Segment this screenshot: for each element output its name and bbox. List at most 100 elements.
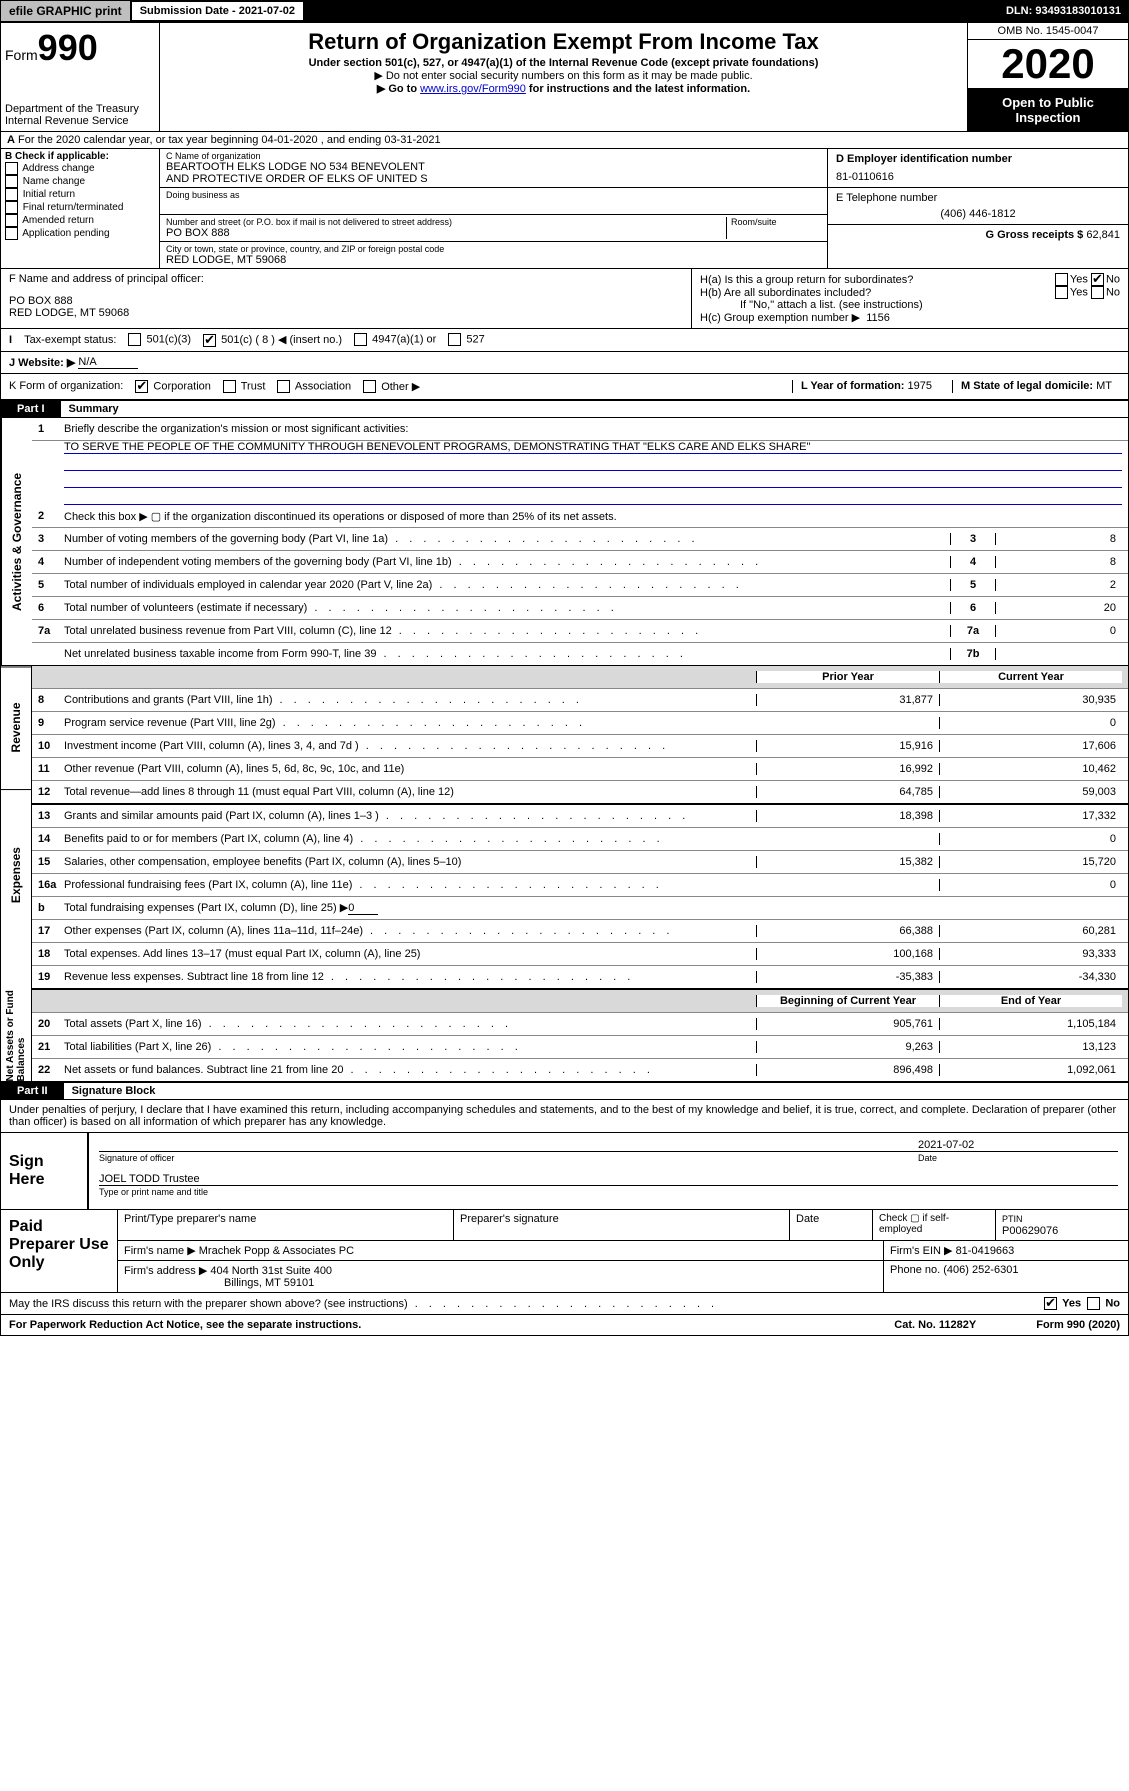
mission-text: TO SERVE THE PEOPLE OF THE COMMUNITY THR…	[64, 441, 1122, 454]
street-address: PO BOX 888	[166, 227, 726, 239]
c13: 17,332	[939, 810, 1122, 822]
p8: 31,877	[756, 694, 939, 706]
line-16a: Professional fundraising fees (Part IX, …	[64, 879, 756, 891]
chk-application-pending[interactable]: Application pending	[5, 227, 155, 240]
chk-address-change[interactable]: Address change	[5, 162, 155, 175]
dln-label: DLN: 93493183010131	[998, 2, 1129, 20]
line-18: Total expenses. Add lines 13–17 (must eq…	[64, 948, 756, 960]
p11: 16,992	[756, 763, 939, 775]
discuss-no[interactable]: No	[1087, 1297, 1120, 1310]
line-8: Contributions and grants (Part VIII, lin…	[64, 694, 756, 706]
phone-value: (406) 446-1812	[836, 208, 1120, 220]
officer-group-block: F Name and address of principal officer:…	[0, 269, 1129, 329]
line-2: Check this box ▶ ▢ if the organization d…	[64, 510, 1122, 523]
line-10: Investment income (Part VIII, column (A)…	[64, 740, 756, 752]
firm-ein-label: Firm's EIN ▶	[890, 1245, 953, 1257]
chk-other[interactable]: Other ▶	[363, 380, 420, 394]
officer-addr-2: RED LODGE, MT 59068	[9, 307, 683, 319]
h-b-note: If "No," attach a list. (see instruction…	[700, 299, 1120, 311]
line-16b: Total fundraising expenses (Part IX, col…	[64, 901, 756, 915]
org-name-1: BEARTOOTH ELKS LODGE NO 534 BENEVOLENT	[166, 161, 821, 173]
chk-trust[interactable]: Trust	[223, 380, 266, 394]
box-k-label: K Form of organization:	[9, 380, 123, 394]
gross-receipts-label: G Gross receipts $	[985, 229, 1083, 241]
chk-4947a1[interactable]: 4947(a)(1) or	[354, 333, 436, 346]
p15: 15,382	[756, 856, 939, 868]
prep-date-hdr: Date	[790, 1210, 873, 1240]
ein-value: 81-0110616	[836, 171, 1120, 183]
prep-name-hdr: Print/Type preparer's name	[118, 1210, 454, 1240]
org-name-label: C Name of organization	[166, 151, 821, 161]
efile-print-button[interactable]: efile GRAPHIC print	[0, 0, 131, 22]
pra-notice: For Paperwork Reduction Act Notice, see …	[9, 1319, 361, 1331]
line-15: Salaries, other compensation, employee b…	[64, 856, 756, 868]
sig-date-label: Date	[918, 1151, 1118, 1163]
p17: 66,388	[756, 925, 939, 937]
firm-addr-label: Firm's address ▶	[124, 1265, 207, 1277]
paid-preparer-section: Paid Preparer Use Only Print/Type prepar…	[0, 1210, 1129, 1293]
h-c-label: H(c) Group exemption number ▶	[700, 312, 860, 324]
c22: 1,092,061	[939, 1064, 1122, 1076]
org-info-block: B Check if applicable: Address change Na…	[0, 149, 1129, 269]
chk-527[interactable]: 527	[448, 333, 484, 346]
state-domicile: M State of legal domicile: MT	[952, 380, 1120, 394]
c16a: 0	[939, 879, 1122, 891]
chk-final-return[interactable]: Final return/terminated	[5, 201, 155, 214]
h-a-no[interactable]: No	[1091, 273, 1120, 286]
firm-addr-2: Billings, MT 59101	[124, 1277, 314, 1289]
p12: 64,785	[756, 786, 939, 798]
c17: 60,281	[939, 925, 1122, 937]
ptin-value: P00629076	[1002, 1225, 1058, 1237]
h-b-yes[interactable]: Yes	[1055, 286, 1088, 299]
firm-phone: (406) 252-6301	[943, 1264, 1018, 1276]
website-row: J Website: ▶ N/A	[0, 352, 1129, 374]
h-a-yes[interactable]: Yes	[1055, 273, 1088, 286]
line-4: Number of independent voting members of …	[64, 556, 950, 568]
part-i-header: Part I Summary	[0, 400, 1129, 418]
chk-corporation[interactable]: Corporation	[135, 380, 211, 394]
line-12: Total revenue—add lines 8 through 11 (mu…	[64, 786, 756, 798]
h-a-label: H(a) Is this a group return for subordin…	[700, 274, 1055, 286]
hdr-eoy: End of Year	[939, 995, 1122, 1007]
discuss-yes[interactable]: Yes	[1044, 1297, 1081, 1310]
chk-initial-return[interactable]: Initial return	[5, 188, 155, 201]
p21: 9,263	[756, 1041, 939, 1053]
prep-selfemp[interactable]: Check ▢ if self-employed	[873, 1210, 996, 1240]
form-ref: Form 990 (2020)	[1036, 1319, 1120, 1331]
line-5: Total number of individuals employed in …	[64, 579, 950, 591]
org-name-2: AND PROTECTIVE ORDER OF ELKS OF UNITED S	[166, 173, 821, 185]
dept-treasury: Department of the Treasury	[5, 103, 155, 115]
line-3: Number of voting members of the governin…	[64, 533, 950, 545]
street-label: Number and street (or P.O. box if mail i…	[166, 217, 726, 227]
ptin-hdr: PTIN	[1002, 1214, 1023, 1224]
chk-name-change[interactable]: Name change	[5, 175, 155, 188]
chk-501c[interactable]: 501(c) ( 8 ) ◀ (insert no.)	[203, 333, 342, 347]
mission-question: Briefly describe the organization's miss…	[64, 423, 1122, 435]
chk-amended-return[interactable]: Amended return	[5, 214, 155, 227]
sign-here-label: Sign Here	[1, 1133, 89, 1209]
box-f-label: F Name and address of principal officer:	[9, 273, 683, 285]
irs-link[interactable]: www.irs.gov/Form990	[420, 83, 526, 95]
line-9: Program service revenue (Part VIII, line…	[64, 717, 756, 729]
form-title: Return of Organization Exempt From Incom…	[166, 29, 961, 55]
side-expenses: Expenses	[1, 789, 31, 960]
phone-label: E Telephone number	[836, 192, 1120, 204]
top-bar: efile GRAPHIC print Submission Date - 20…	[0, 0, 1129, 22]
line-7b: Net unrelated business taxable income fr…	[64, 648, 950, 660]
line-13: Grants and similar amounts paid (Part IX…	[64, 810, 756, 822]
subtitle-3: ▶ Go to www.irs.gov/Form990 for instruct…	[166, 82, 961, 95]
room-suite-label: Room/suite	[726, 217, 821, 239]
c11: 10,462	[939, 763, 1122, 775]
hdr-bcy: Beginning of Current Year	[756, 995, 939, 1007]
c12: 59,003	[939, 786, 1122, 798]
firm-ein: 81-0419663	[956, 1245, 1015, 1257]
chk-association[interactable]: Association	[277, 380, 351, 394]
tax-status-label: Tax-exempt status:	[24, 334, 116, 346]
line-20: Total assets (Part X, line 16)	[64, 1018, 756, 1030]
activities-governance-section: Activities & Governance 1Briefly describ…	[0, 418, 1129, 666]
h-b-no[interactable]: No	[1091, 286, 1120, 299]
prep-sig-hdr: Preparer's signature	[454, 1210, 790, 1240]
chk-501c3[interactable]: 501(c)(3)	[128, 333, 191, 346]
val-6: 20	[996, 602, 1122, 614]
gross-receipts-value: 62,841	[1086, 229, 1120, 241]
